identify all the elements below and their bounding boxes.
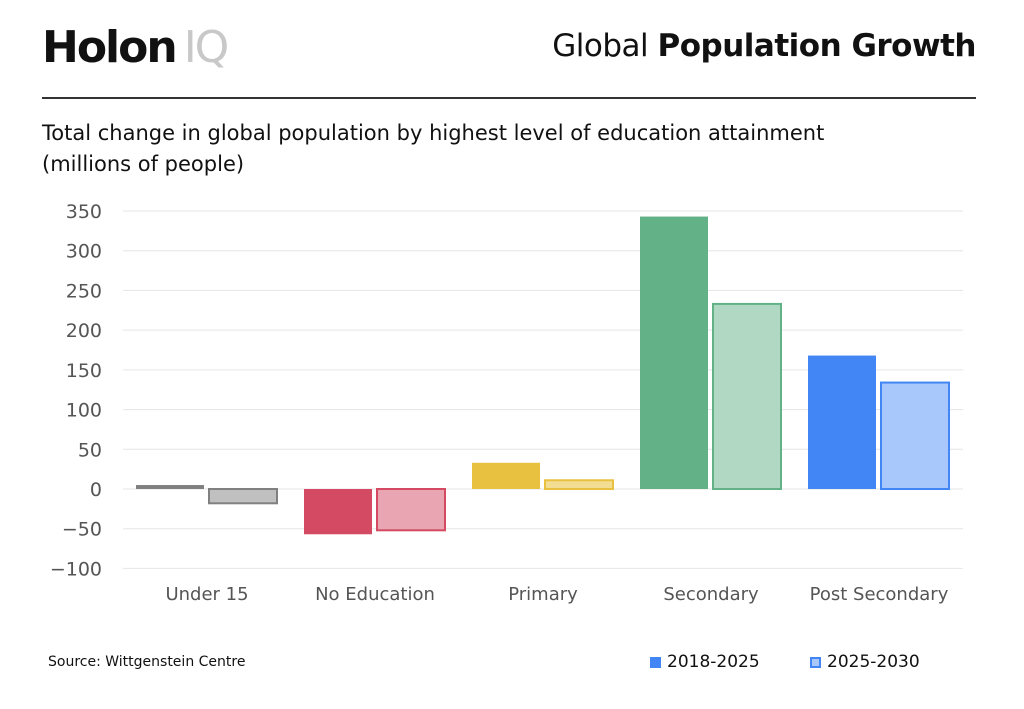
y-tick-label: 250 — [66, 280, 102, 302]
page-title: Global Population Growth — [552, 28, 976, 64]
title-light: Global — [552, 28, 649, 64]
bar-under-15-series-1 — [136, 485, 204, 489]
x-tick-label: Under 15 — [165, 584, 248, 605]
header-divider — [42, 97, 976, 99]
y-tick-label: 0 — [90, 479, 102, 501]
legend-item-series-2: 2025-2030 — [810, 652, 920, 672]
legend-label: 2025-2030 — [827, 652, 920, 672]
y-tick-label: 100 — [66, 400, 102, 422]
y-tick-label: 200 — [66, 320, 102, 342]
x-tick-label: Secondary — [663, 584, 759, 605]
logo-main: Holon — [42, 22, 178, 73]
source-note: Source: Wittgenstein Centre — [48, 654, 246, 670]
chart-units: (millions of people) — [42, 152, 245, 176]
x-tick-label: Post Secondary — [810, 584, 949, 605]
chart-subtitle: Total change in global population by hig… — [42, 118, 982, 180]
bar-under-15-series-2 — [208, 488, 278, 505]
y-tick-label: 150 — [66, 360, 102, 382]
y-tick-label: 50 — [78, 439, 102, 461]
x-tick-label: Primary — [508, 584, 578, 605]
bar-primary-series-1 — [472, 462, 540, 489]
holoniq-logo: Holon IQ — [42, 22, 230, 73]
title-bold: Population Growth — [657, 28, 977, 64]
legend-item-series-1: 2018-2025 — [650, 652, 760, 672]
bar-secondary-series-1 — [640, 216, 708, 489]
legend-swatch — [810, 656, 821, 668]
bar-primary-series-2 — [544, 479, 614, 490]
legend-label: 2018-2025 — [667, 652, 760, 672]
bar-no-education-series-1 — [304, 489, 372, 535]
bar-secondary-series-2 — [712, 302, 782, 490]
bar-post-secondary-series-1 — [808, 355, 876, 489]
y-tick-label: −100 — [50, 558, 102, 580]
logo-accent: IQ — [183, 22, 230, 73]
chart-title: Total change in global population by hig… — [42, 121, 825, 145]
legend-swatch — [650, 656, 661, 668]
x-tick-label: No Education — [315, 584, 435, 605]
y-tick-label: 300 — [66, 241, 102, 263]
bar-no-education-series-2 — [376, 488, 446, 532]
bar-post-secondary-series-2 — [880, 381, 950, 490]
y-tick-label: 350 — [66, 201, 102, 223]
y-tick-label: −50 — [62, 519, 102, 541]
